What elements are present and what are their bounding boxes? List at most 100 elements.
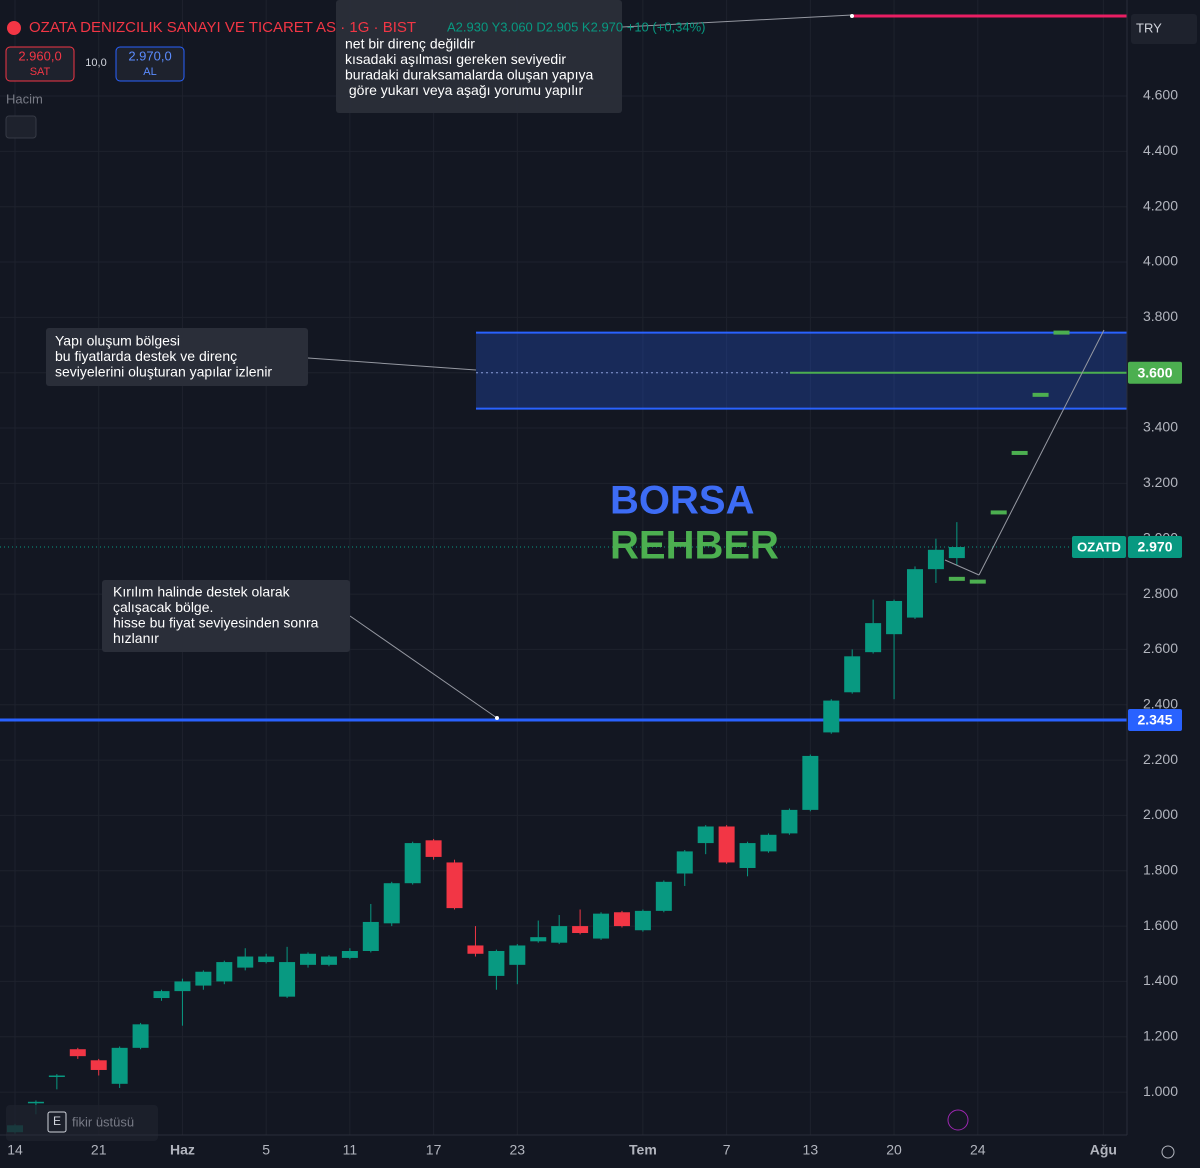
collapse-button[interactable] (5, 115, 37, 139)
x-tick-label: Haz (170, 1142, 195, 1158)
candle-body (551, 926, 568, 943)
key-label: E (53, 1114, 61, 1128)
trend-arrow (944, 559, 980, 576)
buy-label[interactable]: AL (143, 66, 156, 78)
candle-body (132, 1024, 149, 1048)
key (47, 1111, 67, 1133)
projection-mark (948, 576, 965, 581)
event-icon[interactable] (947, 1109, 969, 1131)
candle-body (153, 991, 170, 999)
candle-body (279, 962, 296, 997)
candle-body (760, 834, 777, 852)
projection-mark (1053, 330, 1070, 335)
y-tick-label: 1.800 (1143, 861, 1178, 877)
y-tick-label: 4.200 (1143, 197, 1178, 213)
candle-body (802, 755, 819, 810)
y-tick-label: 3.200 (1143, 474, 1178, 490)
y-tick-label: 4.400 (1143, 142, 1178, 158)
y-tick-label: 2.800 (1143, 585, 1178, 601)
projection-mark (969, 579, 986, 584)
x-tick-label: 23 (510, 1142, 526, 1158)
connector (621, 14, 853, 28)
candle-body (341, 950, 358, 958)
x-tick-label: 17 (426, 1142, 442, 1158)
x-tick-label: 14 (7, 1142, 23, 1158)
y-tick-label: 2.200 (1143, 751, 1178, 767)
candle-body (906, 569, 923, 618)
hint: fikir üstüsü (72, 1114, 134, 1129)
annotation-line: buradaki duraksamalarda oluşan yapıya (345, 67, 593, 83)
ohlc: A2.930 Y3.060 D2.905 K2.970 +10 (+0,34%) (447, 19, 706, 34)
price-tag-label: 2.345 (1137, 712, 1172, 728)
candle-body (258, 956, 275, 963)
volume-label[interactable]: Hacim (6, 91, 43, 106)
y-tick-label: 2.600 (1143, 640, 1178, 656)
candle-body (237, 956, 254, 968)
candle-body (781, 809, 798, 834)
candle-body (844, 656, 861, 693)
candle-body (90, 1060, 107, 1070)
candle-body (509, 945, 526, 965)
price-tag (1128, 708, 1182, 731)
candle-body (613, 912, 630, 927)
y-tick-label: 2.400 (1143, 695, 1178, 711)
annotation-line: bu fiyatlarda destek ve direnç (55, 348, 237, 364)
currency[interactable]: TRY (1136, 20, 1162, 35)
price-tag-label: 2.970 (1137, 539, 1172, 555)
y-tick-label: 1.400 (1143, 972, 1178, 988)
x-tick-label: 21 (91, 1142, 107, 1158)
candle-body (446, 862, 463, 909)
anchor (495, 716, 499, 720)
candle-body (927, 549, 944, 570)
symbol-tag (1072, 536, 1126, 559)
candle-body (174, 981, 191, 992)
watermark: REHBER (610, 524, 779, 568)
projection-mark (1011, 450, 1028, 455)
y-tick-label: 1.200 (1143, 1027, 1178, 1043)
trend-arrow (978, 329, 1105, 576)
settings-icon[interactable] (1161, 1145, 1175, 1159)
annotation-line: hisse bu fiyat seviyesinden sonra (113, 615, 319, 631)
sell-label[interactable]: SAT (30, 66, 51, 78)
candle-body (739, 843, 756, 868)
candle-body (69, 1049, 86, 1057)
price-tag-label: 3.600 (1137, 364, 1172, 380)
y-tick-label: 4.600 (1143, 87, 1178, 103)
candle-body (27, 1101, 44, 1104)
y-tick-label: 3.400 (1143, 419, 1178, 435)
annotation-line: Kırılım halinde destek olarak (113, 584, 291, 600)
candle-body (886, 600, 903, 635)
candle-body (300, 953, 317, 965)
candle-body (383, 883, 400, 924)
sell-button[interactable] (5, 46, 75, 82)
annotation-line: net bir direnç değildir (345, 36, 475, 52)
candle-body (823, 700, 840, 733)
y-tick-label: 1.000 (1143, 1083, 1178, 1099)
x-tick-label: 20 (886, 1142, 902, 1158)
projection-mark (990, 510, 1007, 515)
candle-body (676, 851, 693, 874)
anchor (850, 14, 854, 18)
candle-body (216, 962, 233, 982)
candle-body (111, 1047, 128, 1084)
candle-body (865, 623, 882, 653)
candle-body (362, 921, 379, 951)
candle-body (488, 950, 505, 976)
x-tick-label: 7 (723, 1142, 731, 1158)
x-tick-label: Ağu (1090, 1142, 1117, 1158)
annotation-line: seviyelerini oluşturan yapılar izlenir (55, 364, 272, 380)
sell-price[interactable]: 2.960,0 (18, 48, 61, 63)
currency-button[interactable] (1131, 14, 1197, 44)
logo (7, 21, 21, 35)
watermark: BORSA (610, 479, 754, 523)
annotation-line: göre yukarı veya aşağı yorumu yapılır (345, 82, 583, 98)
price-tag (1128, 536, 1182, 559)
buy-button[interactable] (115, 46, 185, 82)
connector (349, 615, 498, 719)
zone (476, 332, 1127, 409)
buy-price[interactable]: 2.970,0 (128, 48, 171, 63)
x-tick-label: 11 (343, 1142, 358, 1158)
projection-mark (1032, 392, 1049, 397)
